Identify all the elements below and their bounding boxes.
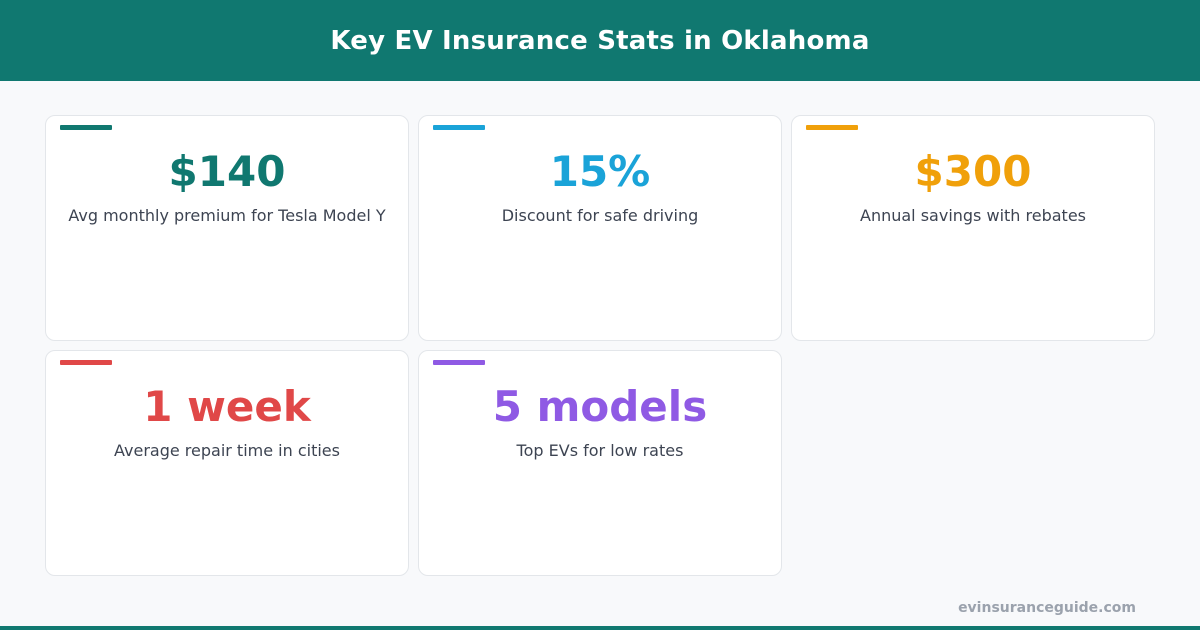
stat-card-premium: $140 Avg monthly premium for Tesla Model… <box>45 115 409 341</box>
accent-bar <box>806 125 858 130</box>
stat-card-savings: $300 Annual savings with rebates <box>791 115 1155 341</box>
stat-value: $140 <box>168 147 286 196</box>
stat-card-repair-time: 1 week Average repair time in cities <box>45 350 409 576</box>
stat-label: Annual savings with rebates <box>860 206 1086 225</box>
stat-label: Average repair time in cities <box>114 441 340 460</box>
stat-label: Discount for safe driving <box>501 206 699 225</box>
stat-value: 5 models <box>492 382 708 431</box>
stat-value: 15% <box>549 147 651 196</box>
footer-site-url: evinsuranceguide.com <box>958 600 1136 616</box>
header-banner: Key EV Insurance Stats in Oklahoma <box>0 0 1200 81</box>
accent-bar <box>60 125 112 130</box>
stat-label: Avg monthly premium for Tesla Model Y <box>68 206 386 225</box>
stat-value: $300 <box>914 147 1032 196</box>
footer-bar <box>0 626 1200 630</box>
accent-bar <box>433 125 485 130</box>
stat-label: Top EVs for low rates <box>516 441 684 460</box>
accent-bar <box>60 360 112 365</box>
page-title: Key EV Insurance Stats in Oklahoma <box>330 25 870 56</box>
stat-card-discount: 15% Discount for safe driving <box>418 115 782 341</box>
stat-value: 1 week <box>143 382 311 431</box>
accent-bar <box>433 360 485 365</box>
stat-card-models: 5 models Top EVs for low rates <box>418 350 782 576</box>
